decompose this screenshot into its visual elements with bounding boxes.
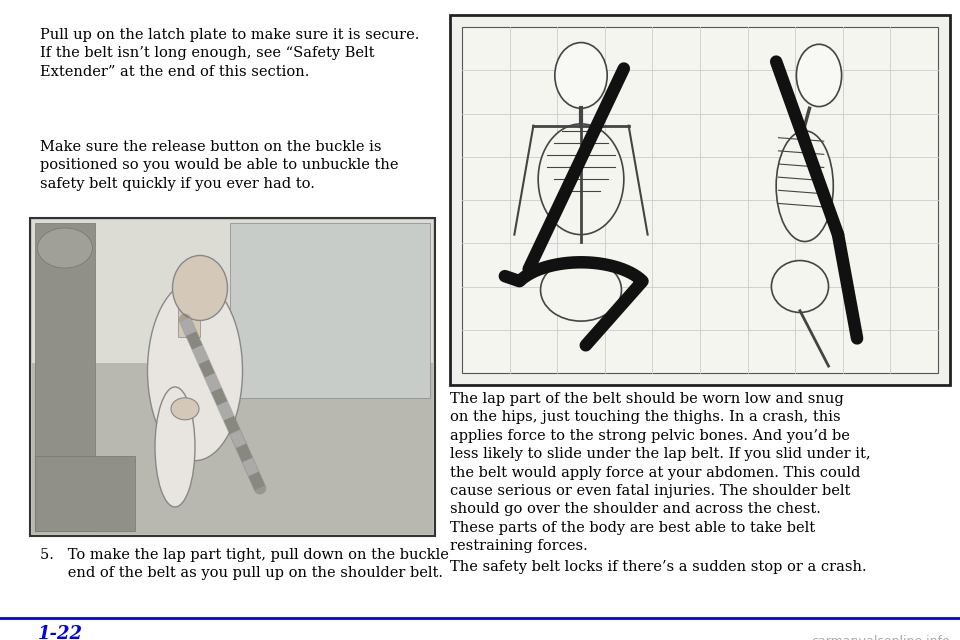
Text: 1-22: 1-22 — [38, 625, 83, 640]
Ellipse shape — [797, 44, 842, 107]
Bar — [30, 218, 435, 536]
Bar — [450, 15, 950, 385]
Ellipse shape — [555, 43, 607, 108]
Bar — [462, 27, 938, 373]
Bar — [35, 456, 135, 531]
Text: 5.   To make the lap part tight, pull down on the buckle
      end of the belt a: 5. To make the lap part tight, pull down… — [40, 548, 449, 580]
Ellipse shape — [539, 124, 624, 235]
Ellipse shape — [37, 228, 92, 268]
Ellipse shape — [148, 280, 243, 461]
Text: The safety belt locks if there’s a sudden stop or a crash.: The safety belt locks if there’s a sudde… — [450, 560, 867, 574]
Text: The lap part of the belt should be worn low and snug
on the hips, just touching : The lap part of the belt should be worn … — [450, 392, 871, 553]
Bar — [35, 223, 95, 531]
Bar — [32, 363, 433, 534]
Ellipse shape — [171, 398, 199, 420]
Text: carmanualsonline.info: carmanualsonline.info — [811, 635, 950, 640]
Text: Make sure the release button on the buckle is
positioned so you would be able to: Make sure the release button on the buck… — [40, 140, 398, 191]
Ellipse shape — [772, 260, 828, 312]
Ellipse shape — [155, 387, 195, 507]
Ellipse shape — [540, 259, 621, 321]
Bar — [32, 220, 433, 363]
Bar — [178, 307, 200, 337]
Ellipse shape — [777, 131, 833, 241]
Ellipse shape — [173, 255, 228, 321]
Bar — [230, 223, 430, 398]
Text: Pull up on the latch plate to make sure it is secure.
If the belt isn’t long eno: Pull up on the latch plate to make sure … — [40, 28, 420, 79]
